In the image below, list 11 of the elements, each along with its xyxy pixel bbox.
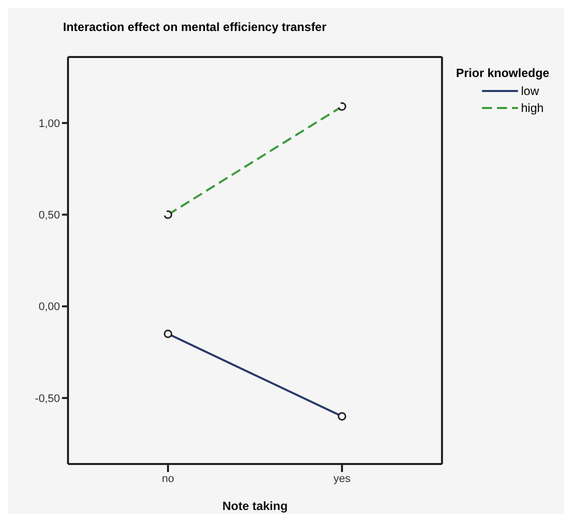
legend-title: Prior knowledge <box>456 66 550 80</box>
x-tick-label: no <box>162 472 174 485</box>
y-tick-label: 1,00 <box>38 118 60 130</box>
y-tick-label: 0,00 <box>38 301 60 314</box>
x-axis-title: Note taking <box>222 499 288 513</box>
y-tick-label: -0,50 <box>34 392 60 405</box>
legend-label: high <box>521 100 544 114</box>
x-tick-label: yes <box>333 472 352 485</box>
y-tick-label: 0,50 <box>38 210 60 222</box>
legend-label: low <box>521 84 540 98</box>
chart-title: Interaction effect on mental efficiency transfer <box>63 20 326 34</box>
